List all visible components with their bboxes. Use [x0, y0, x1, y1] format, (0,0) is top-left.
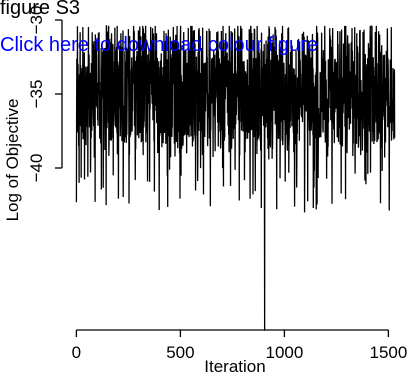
x-tick-label: 0 [72, 343, 81, 362]
figure-label: figure S3 [0, 0, 81, 19]
x-tick-label: 1500 [369, 343, 407, 362]
y-tick-label: −40 [27, 154, 46, 183]
y-tick-label: −35 [27, 80, 46, 109]
trace-line [75, 24, 396, 331]
trace-series [75, 24, 396, 331]
x-axis-label: Iteration [204, 357, 265, 376]
y-tick-label: −30 [27, 6, 46, 35]
x-tick-label: 1000 [265, 343, 303, 362]
y-axis-label: Log of Objective [3, 99, 22, 222]
x-tick-label: 500 [166, 343, 194, 362]
download-colour-figure-link[interactable]: Click here to download colour figure [0, 34, 318, 56]
x-axis-ticks: 0 500 1000 1500 [72, 330, 407, 362]
y-axis-ticks: −40 −35 −30 [27, 6, 62, 183]
